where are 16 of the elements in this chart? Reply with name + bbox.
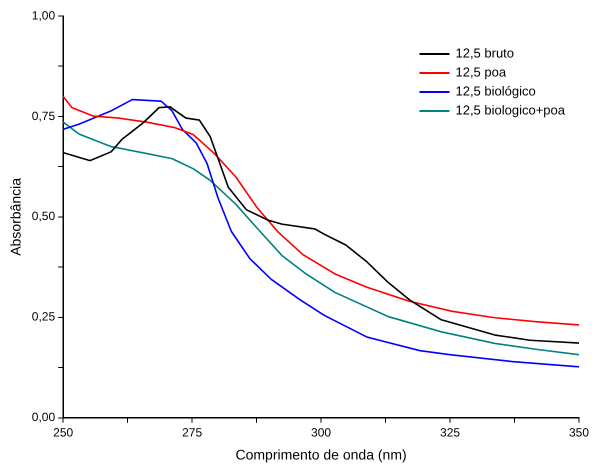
x-tick-label: 250 [53,425,74,440]
y-tick-label: 0,75 [32,108,56,123]
x-tick-label: 325 [440,425,460,440]
y-tick-label: 1,00 [32,8,56,22]
x-tick-label: 275 [182,425,202,440]
y-tick-label: 0,25 [32,310,56,324]
legend-label: 12,5 biológico [455,84,536,99]
x-tick-label: 300 [311,425,332,440]
y-axis-title: Absorbância [7,178,24,256]
x-tick-label: 350 [568,425,590,440]
legend-label: 12,5 biologico+poa [455,102,566,118]
y-tick-label: 0,50 [32,209,56,224]
y-tick-label: 0,00 [32,410,56,424]
legend-label: 12,5 bruto [455,46,514,61]
x-axis-title: Comprimento de onda (nm) [235,446,407,462]
legend-label: 12,5 poa [455,64,507,80]
